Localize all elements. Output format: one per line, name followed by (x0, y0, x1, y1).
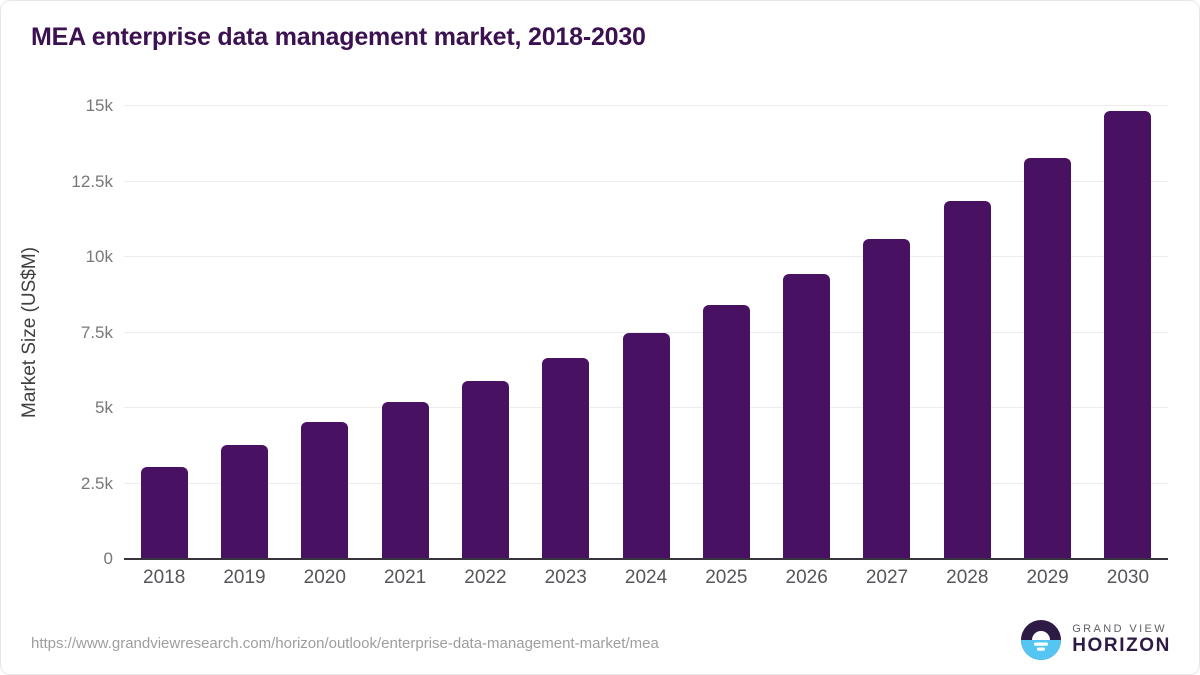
x-tick-label-2029: 2029 (1026, 567, 1069, 588)
gridline-15k (124, 105, 1168, 106)
bar-2018 (140, 466, 188, 559)
logo-text: GRAND VIEW HORIZON (1072, 623, 1171, 657)
x-tick-label-2025: 2025 (705, 567, 748, 588)
source-url: https://www.grandviewresearch.com/horizo… (31, 635, 659, 652)
x-tick-label-2024: 2024 (624, 567, 668, 588)
x-tick-label-2027: 2027 (865, 567, 909, 588)
bar-2024 (622, 332, 670, 559)
bar-slot-2025 (686, 106, 766, 559)
bar-slot-2019 (204, 106, 284, 559)
y-tick-label-12.5k: 12.5k (71, 171, 113, 191)
bar-series (124, 106, 1168, 559)
gridline-12.5k (124, 180, 1168, 182)
gridline-7.5k (124, 331, 1168, 333)
y-axis-tick-labels: 0 2.5k 5k 7.5k 10k 12.5k 15k (1, 1, 113, 674)
bar-slot-2027 (847, 106, 927, 559)
bar-2023 (542, 357, 590, 559)
x-tick-label-2023: 2023 (544, 567, 587, 588)
bar-slot-2029 (1007, 106, 1087, 559)
bar-slot-2021 (365, 106, 445, 559)
y-tick-label-7.5k: 7.5k (80, 322, 113, 342)
bar-2029 (1024, 157, 1072, 559)
bar-2020 (301, 421, 349, 559)
y-tick-label-5k: 5k (95, 398, 113, 417)
bar-slot-2026 (767, 106, 847, 559)
bar-2026 (783, 273, 831, 559)
bar-2021 (381, 402, 429, 559)
x-axis-tick-labels: 2018 2019 2020 2021 2022 2023 2024 2025 2026 2027… (124, 567, 1168, 589)
bar-slot-2020 (285, 106, 365, 559)
y-tick-label-10k: 10k (85, 247, 113, 266)
y-tick-label-0: 0 (103, 549, 113, 568)
y-tick-label-2.5k: 2.5k (80, 473, 113, 493)
bar-2019 (220, 444, 268, 559)
x-tick-label-2030: 2030 (1106, 567, 1150, 588)
bar-2028 (943, 201, 991, 559)
x-tick-label-2019: 2019 (223, 567, 266, 588)
bar-slot-2022 (445, 106, 525, 559)
logo-brand-name: GRAND VIEW (1072, 622, 1168, 635)
bar-slot-2024 (606, 106, 686, 559)
chart-title: MEA enterprise data management market, 2… (31, 23, 646, 51)
x-tick-label-2020: 2020 (303, 567, 346, 588)
bar-2022 (461, 380, 509, 559)
x-tick-label-2028: 2028 (946, 567, 989, 588)
x-tick-label-2021: 2021 (383, 567, 427, 588)
x-tick-label-2022: 2022 (464, 567, 507, 588)
bar-slot-2023 (526, 106, 606, 559)
plot-area (124, 105, 1168, 560)
bar-slot-2018 (124, 106, 204, 559)
x-axis-line (124, 558, 1168, 560)
bar-slot-2030 (1088, 106, 1168, 559)
y-tick-label-15k: 15k (85, 96, 113, 115)
gridline-10k (124, 256, 1168, 257)
bar-2030 (1104, 110, 1152, 559)
logo-product-name: HORIZON (1072, 635, 1171, 657)
bar-2027 (863, 238, 911, 559)
x-tick-label-2018: 2018 (143, 567, 186, 588)
bar-slot-2028 (927, 106, 1007, 559)
grand-view-horizon-logo: GRAND VIEW HORIZON (1021, 620, 1171, 660)
x-tick-label-2026: 2026 (785, 567, 828, 588)
bar-2025 (702, 304, 750, 559)
horizon-sun-icon (1021, 620, 1062, 660)
